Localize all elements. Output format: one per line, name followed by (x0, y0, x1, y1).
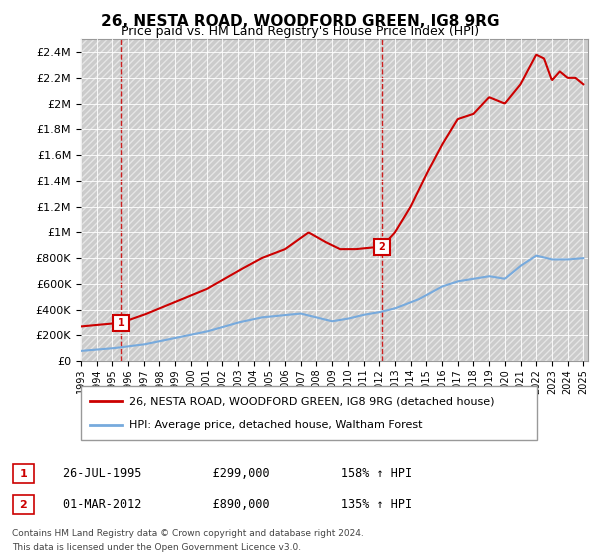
Text: Price paid vs. HM Land Registry's House Price Index (HPI): Price paid vs. HM Land Registry's House … (121, 25, 479, 38)
Text: 26, NESTA ROAD, WOODFORD GREEN, IG8 9RG (detached house): 26, NESTA ROAD, WOODFORD GREEN, IG8 9RG … (129, 396, 494, 407)
Text: 1: 1 (118, 318, 125, 328)
Text: 1: 1 (20, 469, 27, 479)
Text: This data is licensed under the Open Government Licence v3.0.: This data is licensed under the Open Gov… (12, 543, 301, 552)
FancyBboxPatch shape (13, 495, 34, 514)
Text: 2: 2 (20, 500, 27, 510)
Text: 26, NESTA ROAD, WOODFORD GREEN, IG8 9RG: 26, NESTA ROAD, WOODFORD GREEN, IG8 9RG (101, 14, 499, 29)
FancyBboxPatch shape (13, 464, 34, 483)
FancyBboxPatch shape (81, 386, 537, 440)
Text: HPI: Average price, detached house, Waltham Forest: HPI: Average price, detached house, Walt… (129, 419, 422, 430)
Text: Contains HM Land Registry data © Crown copyright and database right 2024.: Contains HM Land Registry data © Crown c… (12, 529, 364, 538)
Text: 26-JUL-1995          £299,000          158% ↑ HPI: 26-JUL-1995 £299,000 158% ↑ HPI (63, 466, 412, 480)
Text: 01-MAR-2012          £890,000          135% ↑ HPI: 01-MAR-2012 £890,000 135% ↑ HPI (63, 497, 412, 511)
Text: 2: 2 (379, 241, 385, 251)
